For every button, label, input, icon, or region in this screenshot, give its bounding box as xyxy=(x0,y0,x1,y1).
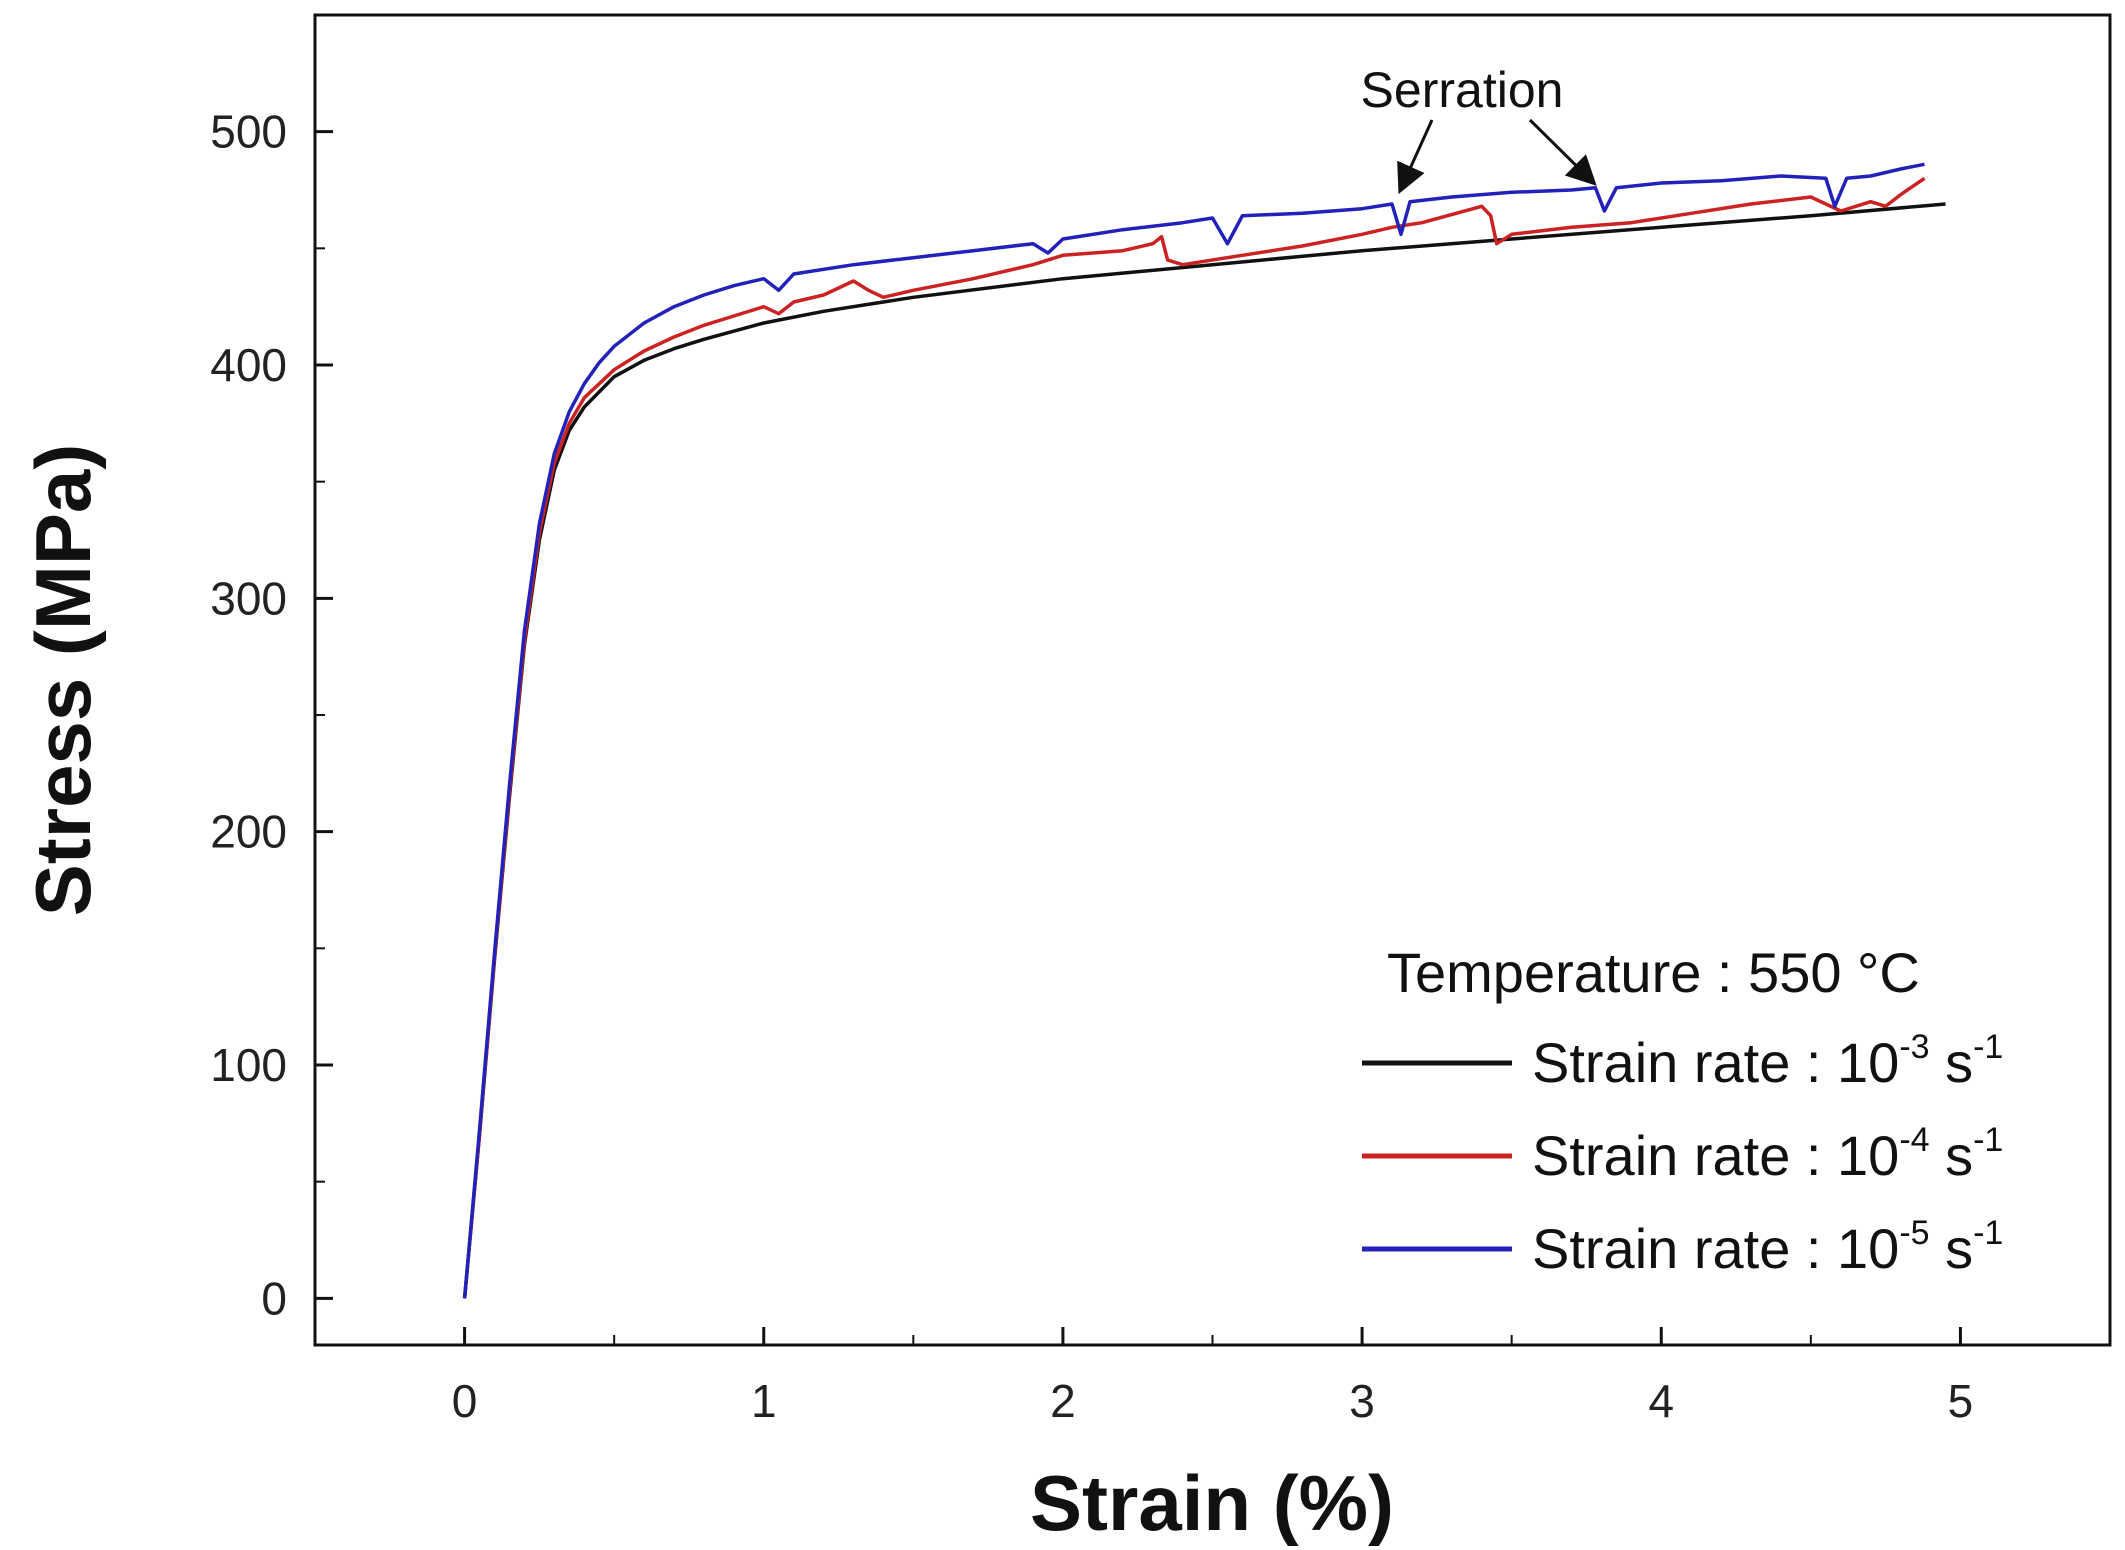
y-tick-label: 300 xyxy=(210,572,287,624)
x-tick-label: 1 xyxy=(751,1375,777,1427)
x-tick-label: 4 xyxy=(1648,1375,1674,1427)
serration-annotation: Serration xyxy=(1361,62,1564,118)
x-axis-title: Strain (%) xyxy=(1030,1459,1394,1547)
series-line-3 xyxy=(462,162,1925,1299)
y-tick-label: 200 xyxy=(210,806,287,858)
y-tick-label: 0 xyxy=(261,1272,287,1324)
y-tick-label: 500 xyxy=(210,106,287,158)
y-tick-label: 100 xyxy=(210,1039,287,1091)
legend-entries: Strain rate : 10-3 s-1 Strain rate : 10-4… xyxy=(1362,1028,2003,1280)
x-tick-label: 2 xyxy=(1050,1375,1076,1427)
legend-label-1: Strain rate : 10-3 s-1 xyxy=(1532,1028,2003,1094)
y-tick-label: 400 xyxy=(210,339,287,391)
ticks-layer: 0 1 2 3 4 5 0 100 200 300 400 500 xyxy=(210,106,1973,1427)
serration-arrow xyxy=(1528,118,1597,186)
series-line-2 xyxy=(462,176,1926,1299)
x-tick-label: 3 xyxy=(1349,1375,1375,1427)
plot-frame xyxy=(313,13,2112,1347)
series-lines xyxy=(462,162,1946,1299)
serration-arrows xyxy=(1397,118,1597,195)
legend-title: Temperature : 550 °C xyxy=(1387,941,1920,1004)
legend-label-2: Strain rate : 10-4 s-1 xyxy=(1532,1121,2003,1187)
x-tick-label: 0 xyxy=(452,1375,478,1427)
serration-arrow xyxy=(1397,119,1434,195)
y-axis-title: Stress (MPa) xyxy=(19,444,107,917)
legend-label-3: Strain rate : 10-5 s-1 xyxy=(1532,1214,2003,1280)
legend: Temperature : 550 °C Strain rate : 10-3 … xyxy=(1362,941,2003,1280)
x-tick-label: 5 xyxy=(1948,1375,1974,1427)
